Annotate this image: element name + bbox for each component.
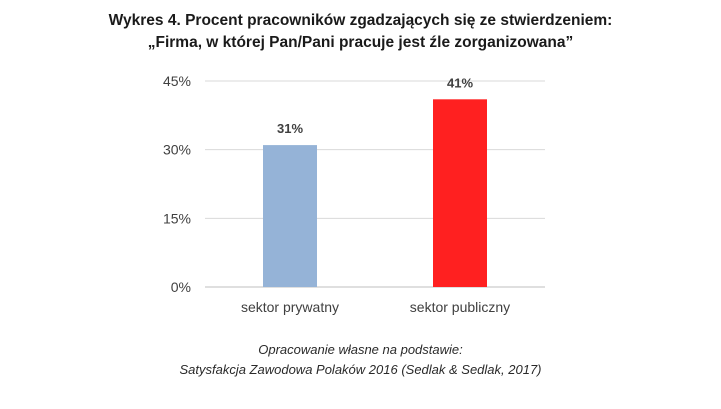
y-tick-label: 15% [163,210,191,226]
y-tick-label: 30% [163,142,191,158]
x-tick-label: sektor prywatny [241,299,339,315]
x-tick-label: sektor publiczny [410,299,510,315]
data-label: 31% [277,121,303,136]
data-label: 41% [447,75,473,90]
chart-title-line1: Wykres 4. Procent pracowników zgadzający… [108,12,613,29]
y-tick-label: 45% [163,73,191,89]
bar [263,145,317,287]
source-note-line2: Satysfakcja Zawodowa Polaków 2016 (Sedla… [179,362,542,377]
chart-title-line2: „Firma, w której Pan/Pani pracuje jest ź… [147,34,574,51]
source-note-line1: Opracowanie własne na podstawie: [258,342,463,357]
y-tick-label: 0% [171,279,191,295]
bar [433,99,487,287]
